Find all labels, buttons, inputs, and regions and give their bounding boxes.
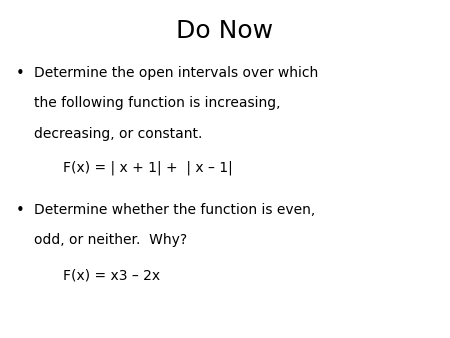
Text: the following function is increasing,: the following function is increasing,: [34, 96, 280, 110]
Text: Determine whether the function is even,: Determine whether the function is even,: [34, 203, 315, 217]
Text: F(x) = x3 – 2x: F(x) = x3 – 2x: [63, 269, 160, 283]
Text: Determine the open intervals over which: Determine the open intervals over which: [34, 66, 318, 80]
Text: •: •: [16, 203, 24, 218]
Text: odd, or neither.  Why?: odd, or neither. Why?: [34, 233, 187, 247]
Text: •: •: [16, 66, 24, 81]
Text: F(x) = | x + 1| +  | x – 1|: F(x) = | x + 1| + | x – 1|: [63, 161, 233, 175]
Text: Do Now: Do Now: [176, 19, 274, 43]
Text: decreasing, or constant.: decreasing, or constant.: [34, 127, 202, 141]
